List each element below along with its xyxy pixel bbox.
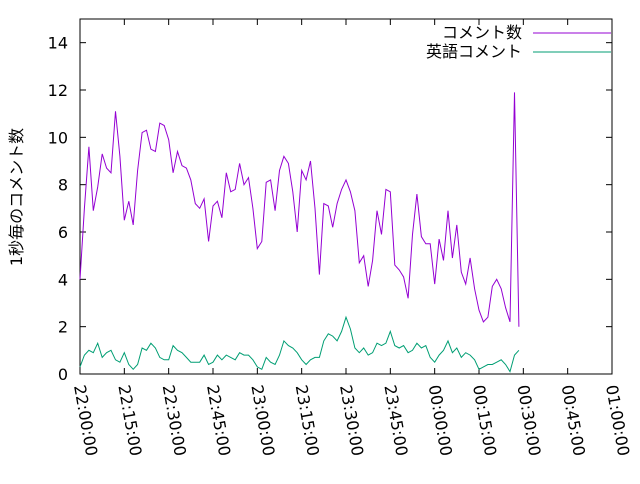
x-tick-label: 23:30:00 [336,383,367,457]
y-tick-label: 10 [48,128,68,147]
x-tick-label: 22:30:00 [159,383,190,457]
legend-label: コメント数 [442,23,522,42]
series-line-1 [79,92,520,327]
y-tick-label: 14 [48,34,68,53]
x-tick-label: 22:15:00 [114,383,145,457]
x-tick-label: 22:00:00 [70,383,101,457]
x-tick-label: 23:00:00 [247,383,278,457]
x-tick-label: 01:00:00 [602,383,633,457]
series-line-2 [79,315,520,373]
x-tick-label: 00:00:00 [425,383,456,457]
legend-label: 英語コメント [426,42,522,61]
y-tick-label: 0 [58,365,68,384]
x-tick-label: 00:15:00 [469,383,500,457]
y-axis-label: 1秒毎のコメント数 [7,128,26,266]
x-tick-label: 00:30:00 [513,383,544,457]
y-tick-label: 8 [58,176,68,195]
y-tick-label: 4 [58,270,68,289]
y-tick-label: 2 [58,318,68,337]
x-axis: 22:00:00 22:15:00 22:30:00 22:45:00 23:00:00… [70,19,633,457]
y-tick-label: 6 [58,223,68,242]
x-tick-label: 23:45:00 [380,383,411,457]
y-tick-label: 12 [48,81,68,100]
y-axis: 0 2 4 6 8 10 12 14 [48,34,612,384]
x-tick-label: 00:45:00 [558,383,589,457]
x-tick-label: 22:45:00 [203,383,234,457]
plot-frame [79,18,613,375]
series-layer [79,92,520,373]
x-tick-label: 23:15:00 [292,383,323,457]
